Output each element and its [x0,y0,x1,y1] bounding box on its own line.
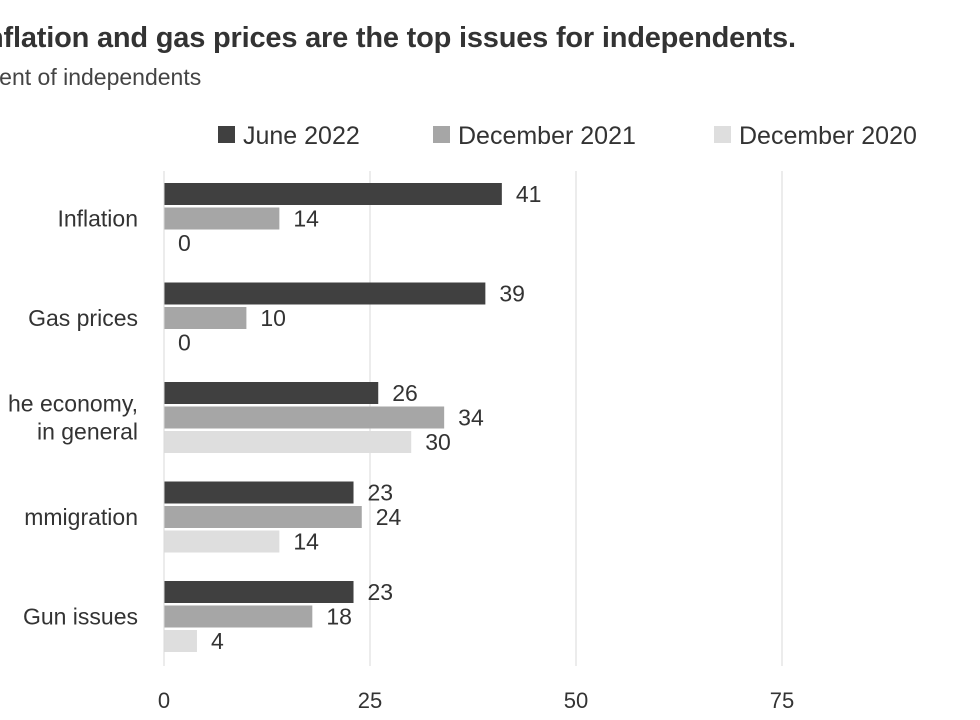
bar [164,481,354,504]
category-label: in general [37,419,138,445]
chart-subtitle: rcent of independents [0,64,202,90]
bar [164,307,247,329]
x-tick-label: 75 [770,688,794,713]
legend-label: December 2021 [458,122,636,150]
data-label: 34 [458,405,484,431]
bar [164,530,280,553]
data-label: 41 [516,181,542,207]
category-label: Inflation [57,206,138,232]
bar [164,207,280,230]
legend-swatch [218,126,235,143]
legend-swatch [714,126,731,143]
legend-label: December 2020 [739,122,917,150]
x-tick-label: 50 [564,688,588,713]
data-label: 26 [392,380,418,406]
bar [164,605,313,628]
legend-swatch [433,126,450,143]
category-label: he economy, [8,391,138,417]
legend-label: June 2022 [243,122,360,150]
data-label: 24 [376,504,402,530]
x-tick-labels: 02550751 [158,688,794,713]
bar [164,382,379,404]
bar [164,282,486,305]
category-label: Gun issues [23,604,138,630]
category-label: Gas prices [28,305,138,331]
bar [164,506,362,528]
category-labels: Inflation Gas prices he economy,in general… [8,206,138,630]
x-tick-label: 25 [358,688,382,713]
data-label: 23 [368,579,394,605]
data-label: 14 [293,206,319,232]
x-tick-label: 0 [158,688,170,713]
data-label: 30 [425,429,451,455]
data-label: 0 [178,230,191,256]
bar [164,581,354,603]
data-label: 10 [260,305,286,331]
legend: June 2022 December 2021 December 2020 [218,122,917,150]
data-label: 0 [178,330,191,356]
data-label: 4 [211,628,224,654]
chart-title: nflation and gas prices are the top issu… [0,22,796,54]
data-label: 18 [326,604,352,630]
bar [164,183,502,205]
category-label: mmigration [24,504,138,530]
data-label: 39 [499,281,525,307]
data-label: 14 [293,529,319,555]
bar [164,630,197,652]
data-label: 23 [368,480,394,506]
bar [164,431,412,453]
bar [164,406,445,429]
